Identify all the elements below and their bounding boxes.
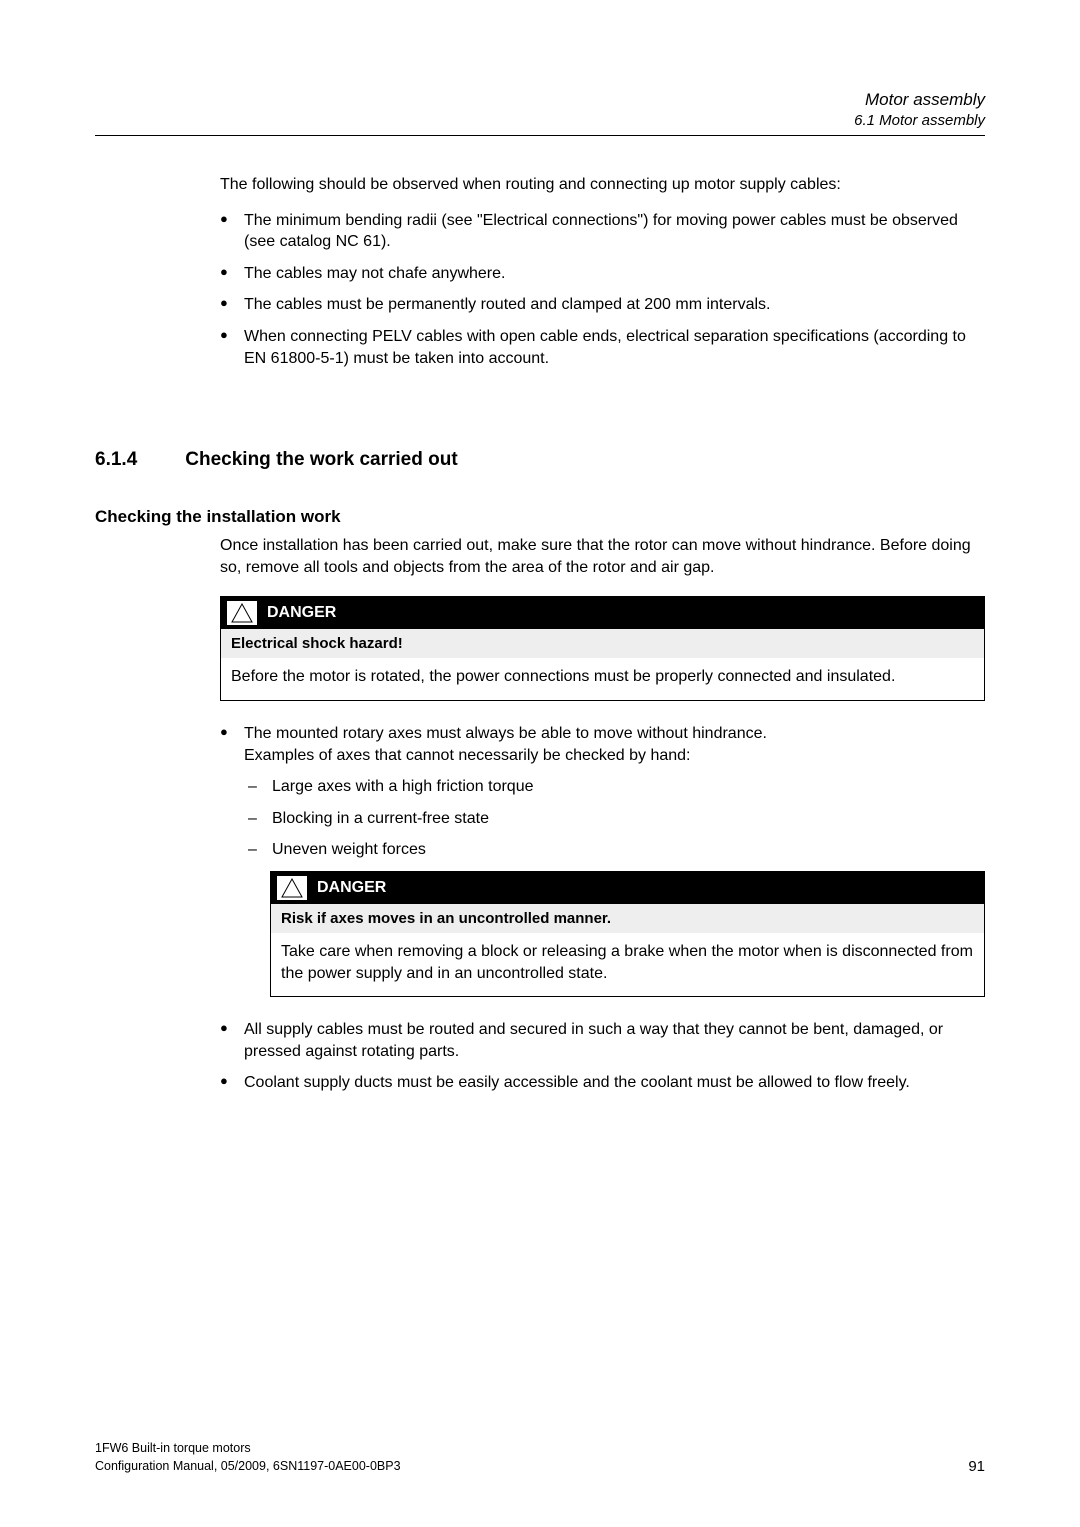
chapter-title: Motor assembly [95,90,985,110]
callout-header: DANGER [271,872,984,904]
intro-paragraph: The following should be observed when ro… [220,174,985,196]
sub-list: Large axes with a high friction torque B… [244,776,985,861]
callout-title: DANGER [317,879,386,897]
subheading: Checking the installation work [95,507,985,527]
danger-callout: DANGER Risk if axes moves in an uncontro… [270,871,985,997]
mid-bullet-list: The mounted rotary axes must always be a… [220,723,985,861]
callout-body: Before the motor is rotated, the power c… [221,658,984,700]
section-label: 6.1 Motor assembly [95,112,985,129]
sub-list-item: Uneven weight forces [244,839,985,861]
callout-body: Take care when removing a block or relea… [271,933,984,996]
callout-subtitle: Risk if axes moves in an uncontrolled ma… [271,904,984,933]
callout-header: DANGER [221,597,984,629]
callout-title: DANGER [267,604,336,622]
list-item: The cables may not chafe anywhere. [220,263,985,285]
bottom-bullet-list: All supply cables must be routed and sec… [220,1019,985,1094]
danger-callout: DANGER Electrical shock hazard! Before t… [220,596,985,701]
paragraph: Once installation has been carried out, … [220,535,985,578]
list-item: The mounted rotary axes must always be a… [220,723,985,861]
footer-doc-title: 1FW6 Built-in torque motors [95,1440,985,1458]
page-footer: 1FW6 Built-in torque motors Configuratio… [95,1440,985,1475]
list-item: Coolant supply ducts must be easily acce… [220,1072,985,1094]
section-title: Checking the work carried out [185,449,457,471]
top-bullet-list: The minimum bending radii (see "Electric… [220,210,985,370]
header-rule [95,135,985,136]
warning-icon [227,601,257,625]
callout-subtitle: Electrical shock hazard! [221,629,984,658]
section-number: 6.1.4 [95,449,137,471]
list-item: The minimum bending radii (see "Electric… [220,210,985,253]
sub-list-item: Blocking in a current-free state [244,808,985,830]
list-item: The cables must be permanently routed an… [220,294,985,316]
list-item-line: Examples of axes that cannot necessarily… [244,747,690,764]
footer-doc-meta: Configuration Manual, 05/2009, 6SN1197-0… [95,1458,985,1476]
section-heading: 6.1.4 Checking the work carried out [95,449,985,471]
list-item: All supply cables must be routed and sec… [220,1019,985,1062]
page-number: 91 [968,1458,985,1475]
warning-icon [277,876,307,900]
list-item: When connecting PELV cables with open ca… [220,326,985,369]
sub-list-item: Large axes with a high friction torque [244,776,985,798]
list-item-line: The mounted rotary axes must always be a… [244,725,767,742]
